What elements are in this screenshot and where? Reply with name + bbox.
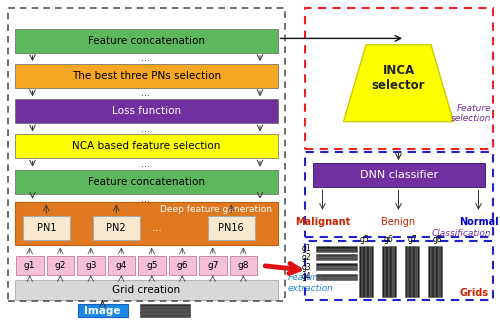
FancyBboxPatch shape xyxy=(312,163,485,187)
FancyBboxPatch shape xyxy=(140,304,190,317)
FancyBboxPatch shape xyxy=(359,246,373,297)
Text: Malignant: Malignant xyxy=(295,217,350,228)
FancyBboxPatch shape xyxy=(15,170,278,194)
FancyBboxPatch shape xyxy=(15,202,278,245)
Text: g6: g6 xyxy=(176,261,188,270)
Text: g7: g7 xyxy=(408,235,418,244)
FancyBboxPatch shape xyxy=(16,256,44,275)
Text: g5: g5 xyxy=(360,235,370,244)
Text: PN16: PN16 xyxy=(218,223,244,233)
Text: ...: ... xyxy=(140,124,149,134)
Polygon shape xyxy=(344,45,454,122)
FancyBboxPatch shape xyxy=(138,256,166,275)
FancyBboxPatch shape xyxy=(316,274,357,280)
Text: INCA
selector: INCA selector xyxy=(372,64,425,92)
Text: g8: g8 xyxy=(432,235,442,244)
Text: g1: g1 xyxy=(24,261,36,270)
FancyBboxPatch shape xyxy=(316,263,357,270)
FancyBboxPatch shape xyxy=(405,246,419,297)
FancyBboxPatch shape xyxy=(78,304,128,317)
FancyBboxPatch shape xyxy=(22,216,70,240)
Text: Grid creation: Grid creation xyxy=(112,285,180,295)
FancyBboxPatch shape xyxy=(168,256,196,275)
FancyBboxPatch shape xyxy=(428,246,442,297)
FancyBboxPatch shape xyxy=(316,246,357,252)
FancyBboxPatch shape xyxy=(230,256,257,275)
Text: Grids: Grids xyxy=(460,288,488,298)
Text: g4: g4 xyxy=(116,261,127,270)
Text: Image: Image xyxy=(84,306,121,316)
Text: Feature
selection: Feature selection xyxy=(450,104,491,123)
Text: Deep feature generation: Deep feature generation xyxy=(160,205,272,214)
FancyBboxPatch shape xyxy=(15,64,278,88)
Text: ...: ... xyxy=(140,88,149,99)
Text: ...: ... xyxy=(140,194,149,204)
Text: Feature
extraction: Feature extraction xyxy=(288,274,334,293)
Text: g3: g3 xyxy=(85,261,96,270)
Text: Classification: Classification xyxy=(432,229,491,238)
Text: Loss function: Loss function xyxy=(112,106,181,116)
FancyBboxPatch shape xyxy=(199,256,226,275)
Text: g1: g1 xyxy=(302,244,311,253)
Text: Feature concatenation: Feature concatenation xyxy=(88,177,205,187)
Text: ...: ... xyxy=(152,223,163,233)
FancyBboxPatch shape xyxy=(92,216,140,240)
Text: g5: g5 xyxy=(146,261,158,270)
Text: g6: g6 xyxy=(384,235,394,244)
Text: DNN classifier: DNN classifier xyxy=(360,170,438,180)
Text: Normal: Normal xyxy=(458,217,498,228)
FancyBboxPatch shape xyxy=(15,99,278,123)
FancyBboxPatch shape xyxy=(382,246,396,297)
Text: PN2: PN2 xyxy=(106,223,126,233)
Text: ...: ... xyxy=(140,53,149,63)
FancyBboxPatch shape xyxy=(77,256,104,275)
Text: g3: g3 xyxy=(301,263,311,272)
FancyBboxPatch shape xyxy=(15,29,278,53)
FancyBboxPatch shape xyxy=(108,256,135,275)
Text: ...: ... xyxy=(140,159,149,169)
Text: g2: g2 xyxy=(54,261,66,270)
FancyBboxPatch shape xyxy=(208,216,255,240)
Text: Benign: Benign xyxy=(382,217,416,228)
Text: PN1: PN1 xyxy=(36,223,56,233)
Text: Feature concatenation: Feature concatenation xyxy=(88,36,205,46)
Text: NCA based feature selection: NCA based feature selection xyxy=(72,141,221,151)
Text: g2: g2 xyxy=(302,253,311,262)
FancyBboxPatch shape xyxy=(316,254,357,260)
FancyBboxPatch shape xyxy=(46,256,74,275)
FancyBboxPatch shape xyxy=(15,280,278,300)
Text: g7: g7 xyxy=(207,261,218,270)
FancyBboxPatch shape xyxy=(15,134,278,158)
Text: The best three PNs selection: The best three PNs selection xyxy=(72,71,221,81)
Text: g8: g8 xyxy=(238,261,249,270)
Text: g4: g4 xyxy=(301,272,311,281)
